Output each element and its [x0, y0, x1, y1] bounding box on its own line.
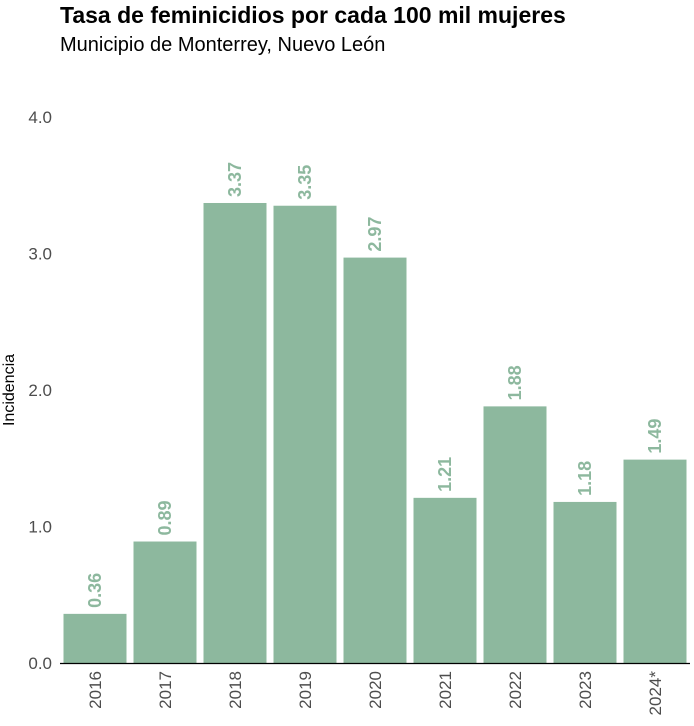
y-axis-label: Incidencia [1, 354, 18, 426]
chart-subtitle: Municipio de Monterrey, Nuevo León [60, 34, 386, 56]
bar-2016 [63, 613, 127, 663]
bar-2017 [133, 541, 197, 663]
data-label: 2.97 [365, 217, 385, 252]
x-tick-label: 2024* [646, 671, 665, 716]
data-label: 3.35 [295, 165, 315, 200]
y-tick-label: 3.0 [28, 245, 52, 264]
y-tick-label: 2.0 [28, 381, 52, 400]
x-tick-label: 2020 [366, 671, 385, 709]
y-axis: 0.0 1.0 2.0 3.0 4.0 [28, 108, 52, 673]
bar-2022 [483, 406, 547, 663]
x-tick-label: 2022 [506, 671, 525, 709]
data-label: 1.49 [645, 419, 665, 454]
x-tick-label: 2017 [156, 671, 175, 709]
data-label: 0.36 [85, 573, 105, 608]
y-tick-label: 0.0 [28, 654, 52, 673]
bar-2023 [553, 501, 617, 663]
bar-2019 [273, 205, 337, 663]
x-tick-label: 2023 [576, 671, 595, 709]
x-axis: 2016 2017 2018 2019 2020 2021 2022 2023 2024* [86, 671, 665, 716]
x-tick-label: 2019 [296, 671, 315, 709]
x-tick-label: 2021 [436, 671, 455, 709]
x-tick-label: 2018 [226, 671, 245, 709]
y-tick-label: 1.0 [28, 518, 52, 537]
data-labels: 0.36 0.89 3.37 3.35 2.97 1.21 1.88 1.18 1.49 [85, 162, 665, 608]
data-label: 1.18 [575, 461, 595, 496]
x-tick-label: 2016 [86, 671, 105, 709]
y-tick-label: 4.0 [28, 108, 52, 127]
bar-2018 [203, 202, 267, 663]
data-label: 0.89 [155, 500, 175, 535]
bar-2024* [623, 459, 687, 663]
data-label: 1.21 [435, 457, 455, 492]
bar-2020 [343, 257, 407, 663]
data-label: 3.37 [225, 162, 245, 197]
bar-2021 [413, 497, 477, 663]
chart-title: Tasa de feminicidios por cada 100 mil mu… [60, 2, 566, 28]
data-label: 1.88 [505, 365, 525, 400]
bars [63, 202, 687, 663]
